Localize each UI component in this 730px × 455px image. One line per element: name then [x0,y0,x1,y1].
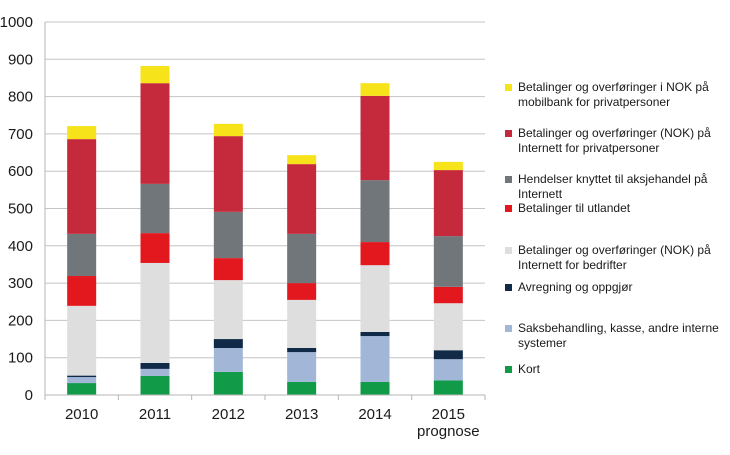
bar-segment [433,286,463,304]
legend-swatch [505,325,512,332]
bar-segment [433,303,463,351]
legend-label: Avregning og oppgjør [518,280,633,294]
x-tick-label: 2011 [139,406,171,423]
y-tick-label: 0 [25,387,33,404]
bar-segment [67,375,97,378]
bar-segment [140,66,170,84]
bar-segment [213,348,243,372]
y-tick-label: 400 [8,238,33,255]
legend-label: Betalinger til utlandet [518,201,631,215]
legend-swatch [505,247,512,254]
bar-segment [360,336,390,382]
legend-swatch [505,176,512,183]
axes [44,22,486,400]
bar-segment [433,236,463,287]
legend-item: Avregning og oppgjør [505,280,633,295]
bar-segment [360,95,390,181]
bars [67,66,463,395]
y-tick-label: 1000 [0,14,33,31]
bar-segment [67,377,97,384]
y-tick-label: 100 [8,350,33,367]
bar-segment [140,262,170,363]
gridlines [45,21,485,359]
bar-segment [213,211,243,259]
x-tick-label: 2013 [285,406,318,423]
legend-label: Hendelser knyttet til aksjehandel på Int… [518,172,708,201]
legend-label: Betalinger og overføringer (NOK) på Inte… [518,126,711,155]
bar-segment [360,242,390,266]
bar-segment [67,126,97,140]
bar-segment [67,305,97,376]
bar-segment [67,276,97,306]
bar-segment [360,381,390,395]
y-tick-label: 900 [8,51,33,68]
bar-segment [433,359,463,381]
bar-segment [213,136,243,212]
x-tick-label: 2012 [212,406,245,423]
y-tick-label: 800 [8,89,33,106]
bar-segment [287,233,317,284]
bar-segment [140,375,170,395]
bar-segment [140,233,170,263]
legend-label: Betalinger og overføringer i NOK på mobi… [518,80,709,109]
bar-segment [67,383,97,395]
bar-segment [67,139,97,234]
bar-segment [287,299,317,349]
bar-segment [140,362,170,369]
bar-segment [287,381,317,395]
bar-segment [213,123,243,137]
bar-segment [140,368,170,376]
bar-segment [287,352,317,382]
y-axis-ticks: 0 100 200 300 400 500 600 700 800 900 1000 [0,14,33,404]
y-tick-label: 600 [8,163,33,180]
legend-label: Betalinger og overføringer (NOK) på Inte… [518,243,711,272]
legend-item: Saksbehandling, kasse, andre interne sys… [505,321,719,351]
legend-item: Betalinger og overføringer (NOK) på Inte… [505,243,711,273]
bar-segment [140,83,170,184]
legend-label: Kort [518,362,541,376]
x-tick-label: 2010 [65,406,98,423]
bar-segment [360,180,390,243]
x-tick-label: 2015 [432,406,465,423]
x-tick-label: 2014 [358,406,391,423]
bar-segment [360,83,390,96]
bar-segment [213,339,243,349]
bar-segment [213,280,243,340]
bar-segment [287,164,317,234]
bar-segment [433,170,463,237]
legend-item: Hendelser knyttet til aksjehandel på Int… [505,172,707,202]
bar-segment [287,283,317,300]
y-tick-label: 700 [8,126,33,143]
bar-segment [140,183,170,234]
legend-swatch [505,366,512,373]
bar-segment [360,265,390,332]
bar-segment [287,155,317,165]
bar-segment [67,233,97,277]
y-tick-label: 300 [8,275,33,292]
legend-item: Kort [505,362,540,377]
bar-segment [360,331,390,337]
legend-item: Betalinger og overføringer i NOK på mobi… [505,80,709,110]
bar-segment [213,258,243,281]
y-tick-label: 200 [8,312,33,329]
bar-segment [433,350,463,360]
y-tick-label: 500 [8,201,33,218]
bar-segment [433,161,463,171]
x-tick-label: prognose [417,423,480,440]
legend-item: Betalinger til utlandet [505,201,630,216]
legend-item: Betalinger og overføringer (NOK) på Inte… [505,126,711,156]
bar-segment [287,348,317,353]
bar-segment [213,371,243,395]
legend-label: Saksbehandling, kasse, andre interne sys… [518,321,719,350]
legend-swatch [505,84,512,91]
legend-swatch [505,284,512,291]
legend-swatch [505,205,512,212]
legend-swatch [505,130,512,137]
bar-segment [433,380,463,395]
